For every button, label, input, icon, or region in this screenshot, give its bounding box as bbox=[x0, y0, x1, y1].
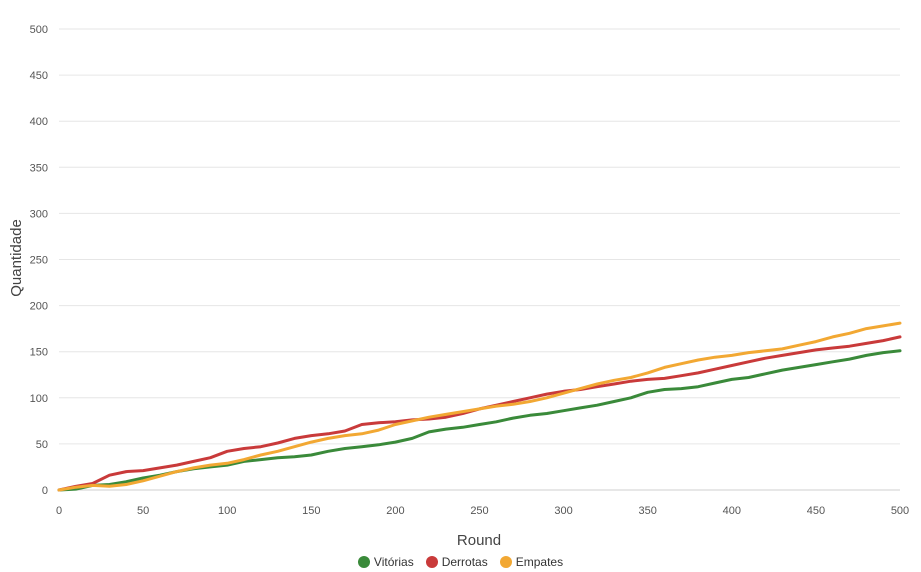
x-tick-label: 300 bbox=[554, 505, 572, 517]
y-tick-label: 50 bbox=[36, 439, 48, 451]
x-tick-label: 0 bbox=[56, 505, 62, 517]
legend-item-vitorias[interactable]: Vitórias bbox=[357, 553, 414, 571]
y-tick-label: 100 bbox=[30, 393, 48, 405]
y-axis-title: Quantidade bbox=[8, 219, 25, 297]
legend-item-derrotas[interactable]: Derrotas bbox=[425, 553, 488, 571]
legend-item-empates[interactable]: Empates bbox=[499, 553, 564, 571]
y-tick-label: 500 bbox=[30, 24, 48, 36]
legend: Vitórias Derrotas Empates bbox=[0, 553, 921, 571]
y-tick-label: 350 bbox=[30, 162, 48, 174]
y-tick-label: 200 bbox=[30, 301, 48, 313]
gridlines bbox=[59, 28, 900, 491]
legend-dot-icon bbox=[425, 556, 438, 568]
y-tick-label: 150 bbox=[30, 347, 48, 359]
x-tick-label: 500 bbox=[891, 505, 909, 517]
x-tick-label: 400 bbox=[723, 505, 741, 517]
legend-label: Derrotas bbox=[441, 555, 488, 569]
y-tick-label: 450 bbox=[30, 70, 48, 82]
y-tick-label: 400 bbox=[30, 116, 48, 128]
legend-dot-icon bbox=[357, 556, 370, 568]
series-lines bbox=[57, 321, 902, 492]
y-axis-ticks: 0 50 100 150 200 250 300 350 400 450 500 bbox=[30, 24, 48, 497]
legend-label: Vitórias bbox=[373, 555, 414, 569]
x-tick-label: 150 bbox=[302, 505, 320, 517]
legend-dot-icon bbox=[499, 556, 512, 568]
x-axis-ticks: 0 50 100 150 200 250 300 350 400 450 500 bbox=[56, 505, 909, 517]
y-tick-label: 300 bbox=[30, 208, 48, 220]
x-axis-title: Round bbox=[457, 532, 501, 549]
x-tick-label: 100 bbox=[218, 505, 236, 517]
x-tick-label: 450 bbox=[807, 505, 825, 517]
y-tick-label: 250 bbox=[30, 255, 48, 267]
y-tick-label: 0 bbox=[42, 485, 48, 497]
x-tick-label: 50 bbox=[137, 505, 149, 517]
x-tick-label: 250 bbox=[470, 505, 488, 517]
x-tick-label: 350 bbox=[639, 505, 657, 517]
series-line-derrotas bbox=[57, 335, 902, 492]
x-tick-label: 200 bbox=[386, 505, 404, 517]
series-line-empates bbox=[57, 321, 902, 492]
legend-label: Empates bbox=[515, 555, 564, 569]
